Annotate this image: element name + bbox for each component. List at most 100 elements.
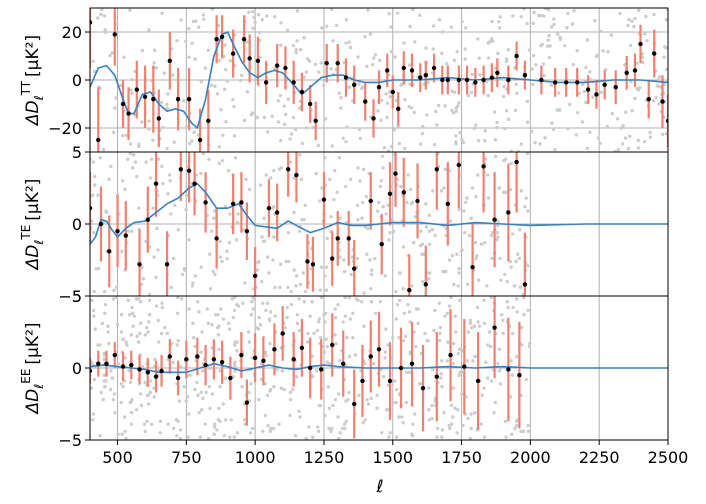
data-point <box>137 367 142 372</box>
background-point <box>232 104 236 109</box>
background-point <box>326 385 331 389</box>
background-point <box>375 209 380 213</box>
data-point <box>330 342 335 348</box>
background-point <box>474 123 478 127</box>
background-point <box>232 435 236 439</box>
background-point <box>348 177 353 182</box>
data-point <box>228 375 233 381</box>
background-point <box>298 282 303 287</box>
background-point <box>99 390 103 395</box>
background-point <box>466 330 471 334</box>
background-point <box>102 357 107 362</box>
background-point <box>330 144 334 148</box>
background-point <box>476 139 481 143</box>
background-point <box>453 406 457 411</box>
background-point <box>247 10 251 15</box>
data-point <box>423 73 428 78</box>
background-point <box>342 422 347 426</box>
data-point <box>602 82 607 88</box>
background-point <box>192 130 196 135</box>
background-point <box>462 209 466 213</box>
background-point <box>264 173 268 177</box>
background-point <box>316 429 321 434</box>
background-point <box>373 311 378 315</box>
background-point <box>392 127 397 132</box>
background-point <box>126 157 130 161</box>
background-point <box>380 98 384 103</box>
background-point <box>475 305 480 310</box>
background-point <box>652 12 656 17</box>
background-point <box>323 311 328 315</box>
background-point <box>401 338 406 343</box>
background-point <box>264 353 268 357</box>
background-point <box>568 102 572 107</box>
background-point <box>584 100 588 105</box>
background-point <box>519 325 524 330</box>
background-point <box>621 123 625 128</box>
background-point <box>470 186 475 190</box>
background-point <box>522 313 526 317</box>
background-point <box>318 336 323 340</box>
background-point <box>468 318 473 323</box>
background-point <box>285 28 290 33</box>
x-tick-label: 1250 <box>304 448 345 467</box>
background-point <box>148 390 152 395</box>
background-point <box>272 169 276 173</box>
background-point <box>519 14 523 19</box>
background-point <box>272 385 276 389</box>
background-point <box>458 298 462 303</box>
x-axis-label: ℓ <box>375 477 383 497</box>
data-point <box>481 164 486 169</box>
data-point <box>409 361 415 366</box>
background-point <box>178 436 182 440</box>
background-point <box>632 24 636 29</box>
background-point <box>140 120 144 124</box>
background-point <box>310 374 315 379</box>
background-point <box>271 426 276 431</box>
background-point <box>96 193 100 197</box>
background-point <box>193 274 198 278</box>
background-point <box>400 415 404 419</box>
background-point <box>210 323 214 327</box>
background-point <box>336 415 340 419</box>
background-point <box>165 146 169 151</box>
background-point <box>119 382 124 386</box>
background-point <box>489 379 494 383</box>
background-point <box>516 252 520 256</box>
background-point <box>249 382 253 386</box>
x-tick-label: 2000 <box>510 448 551 467</box>
background-point <box>416 307 420 311</box>
background-point <box>169 285 173 290</box>
background-point <box>342 258 346 262</box>
background-point <box>449 422 454 426</box>
background-point <box>165 331 170 336</box>
background-point <box>505 57 509 61</box>
background-point <box>385 115 389 120</box>
background-point <box>221 133 225 137</box>
background-point <box>233 369 237 373</box>
background-point <box>630 19 634 23</box>
background-point <box>317 317 321 321</box>
data-point <box>299 345 305 351</box>
background-point <box>114 285 119 290</box>
background-point <box>657 102 661 106</box>
background-point <box>380 154 385 159</box>
background-point <box>217 406 221 411</box>
background-point <box>430 189 435 193</box>
background-point <box>344 41 348 45</box>
background-point <box>303 289 308 294</box>
data-point <box>522 282 528 287</box>
background-point <box>132 314 137 318</box>
background-point <box>317 70 321 74</box>
background-point <box>365 397 369 402</box>
background-point <box>113 106 117 110</box>
background-point <box>405 370 409 375</box>
background-point <box>331 403 335 408</box>
background-point <box>113 410 117 415</box>
background-point <box>495 223 500 228</box>
background-point <box>341 136 345 141</box>
background-point <box>445 311 450 315</box>
background-point <box>212 432 216 436</box>
y-tick-label: −5 <box>58 431 82 450</box>
background-point <box>355 203 360 207</box>
